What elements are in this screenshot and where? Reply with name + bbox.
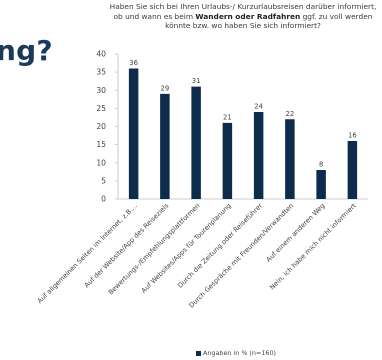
bar-data-label: 31 [192, 77, 201, 85]
y-tick-label: 30 [96, 86, 106, 95]
y-tick-label: 5 [101, 176, 106, 185]
y-tick-label: 15 [96, 140, 106, 149]
bar [160, 93, 170, 199]
bar-data-label: 36 [129, 59, 138, 67]
bar [222, 122, 233, 199]
chart-legend: Angaben in % (n=160) [196, 349, 276, 357]
bar [128, 68, 139, 199]
y-tick-label: 0 [101, 195, 106, 204]
y-tick-label: 10 [96, 158, 106, 167]
bar [316, 170, 326, 199]
y-tick-label: 25 [96, 104, 106, 113]
y-tick-label: 35 [96, 68, 106, 77]
chart-title: Haben Sie sich bei Ihren Urlaubs-/ Kurzu… [108, 2, 378, 31]
bar-data-label: 29 [161, 84, 170, 92]
bar-data-label: 16 [348, 132, 357, 140]
chart-title-text: ggf. zu voll werden könnte bzw. wo haben… [165, 11, 373, 31]
legend-swatch [196, 350, 201, 356]
page-heading-fragment: ng? [0, 34, 53, 67]
x-tick-label: Auf einem anderen Weg [265, 202, 327, 264]
bar [347, 141, 358, 199]
bar-data-label: 21 [223, 113, 232, 121]
bar [253, 112, 264, 199]
chart-title-emphasis: Wandern oder Radfahren [195, 11, 301, 21]
bar [285, 119, 295, 199]
bar-data-label: 8 [319, 161, 323, 169]
y-tick-label: 40 [96, 50, 106, 59]
chart-title-text: Haben Sie sich bei Ihren Urlaubs-/ Kurzu… [109, 2, 377, 21]
bar [191, 86, 201, 199]
legend-label: Angaben in % (n=160) [203, 349, 277, 357]
y-tick-label: 20 [96, 122, 106, 131]
bar-data-label: 22 [286, 110, 295, 118]
bar-data-label: 24 [254, 103, 263, 111]
